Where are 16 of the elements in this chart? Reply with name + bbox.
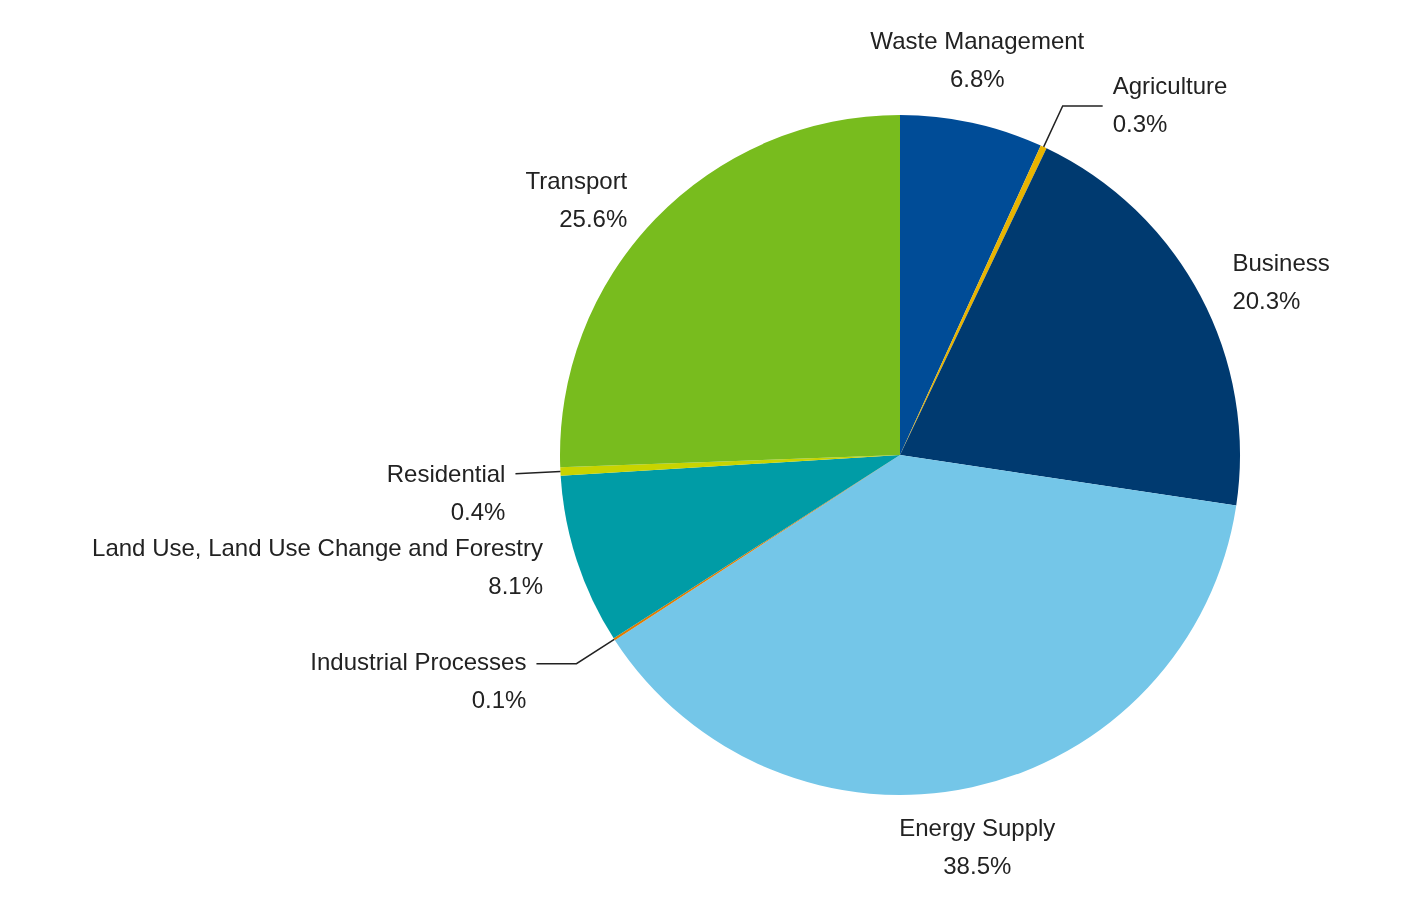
slice-label: Residential <box>386 460 506 488</box>
data-label: 6.8% <box>949 64 1005 92</box>
data-label: 0.1% <box>471 686 527 714</box>
slice-label: Agriculture <box>1112 71 1228 99</box>
slice-label: Transport <box>525 167 628 195</box>
data-label: 0.4% <box>450 498 506 526</box>
data-label: 8.1% <box>488 571 544 599</box>
data-label: 38.5% <box>943 852 1012 880</box>
slice-label: Energy Supply <box>899 814 1056 842</box>
slice-label: Industrial Processes <box>310 648 527 676</box>
data-label: 25.6% <box>559 205 628 233</box>
data-label: 20.3% <box>1232 287 1301 315</box>
slice-label: Business <box>1232 249 1330 277</box>
slice-label: Waste Management <box>870 26 1085 54</box>
data-label: 0.3% <box>1112 109 1168 137</box>
slice-label: Land Use, Land Use Change and Forestry <box>92 533 544 561</box>
